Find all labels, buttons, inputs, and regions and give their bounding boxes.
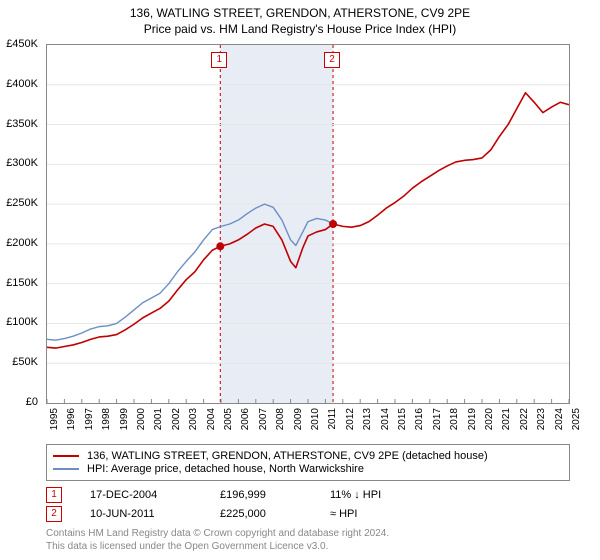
- y-tick-label: £250K: [0, 197, 42, 209]
- footer-line1: Contains HM Land Registry data © Crown c…: [46, 528, 389, 541]
- x-tick-label: 2022: [519, 408, 530, 430]
- sale-price-1: £196,999: [220, 489, 330, 501]
- y-tick-label: £200K: [0, 237, 42, 249]
- x-tick-label: 2011: [327, 408, 338, 430]
- chart-marker-1: 1: [211, 52, 227, 68]
- y-tick-label: £0: [0, 396, 42, 408]
- x-tick-label: 2009: [293, 408, 304, 430]
- sales-table: 1 17-DEC-2004 £196,999 11% ↓ HPI 2 10-JU…: [46, 484, 570, 525]
- x-tick-label: 2025: [571, 408, 582, 430]
- x-tick-label: 2013: [362, 408, 373, 430]
- x-tick-label: 2021: [501, 408, 512, 430]
- x-tick-label: 1999: [119, 408, 130, 430]
- y-tick-label: £100K: [0, 316, 42, 328]
- x-tick-label: 2010: [310, 408, 321, 430]
- sale-vs-1: 11% ↓ HPI: [330, 489, 440, 501]
- plot-svg: [47, 45, 569, 403]
- x-tick-label: 1997: [84, 408, 95, 430]
- x-tick-label: 2001: [153, 408, 164, 430]
- x-tick-label: 1998: [101, 408, 112, 430]
- chart-marker-2: 2: [324, 52, 340, 68]
- x-tick-label: 2014: [380, 408, 391, 430]
- title-line1: 136, WATLING STREET, GRENDON, ATHERSTONE…: [0, 6, 600, 20]
- x-tick-label: 2023: [536, 408, 547, 430]
- chart-container: 136, WATLING STREET, GRENDON, ATHERSTONE…: [0, 0, 600, 560]
- legend-row-hpi: HPI: Average price, detached house, Nort…: [53, 463, 563, 475]
- plot-area: [46, 44, 570, 404]
- x-tick-label: 1996: [66, 408, 77, 430]
- y-tick-label: £350K: [0, 118, 42, 130]
- x-tick-label: 2012: [345, 408, 356, 430]
- x-tick-label: 1995: [49, 408, 60, 430]
- x-tick-label: 2004: [206, 408, 217, 430]
- x-tick-label: 2008: [275, 408, 286, 430]
- sales-row-1: 1 17-DEC-2004 £196,999 11% ↓ HPI: [46, 487, 570, 503]
- x-tick-label: 2017: [432, 408, 443, 430]
- x-tick-label: 2006: [240, 408, 251, 430]
- x-tick-label: 2000: [136, 408, 147, 430]
- legend-swatch-property: [53, 455, 79, 457]
- x-tick-label: 2016: [414, 408, 425, 430]
- x-tick-label: 2015: [397, 408, 408, 430]
- legend-label-hpi: HPI: Average price, detached house, Nort…: [87, 463, 364, 475]
- x-tick-label: 2020: [484, 408, 495, 430]
- sale-price-2: £225,000: [220, 508, 330, 520]
- sale-vs-2: ≈ HPI: [330, 508, 440, 520]
- x-tick-label: 2024: [554, 408, 565, 430]
- x-tick-label: 2007: [258, 408, 269, 430]
- sale-date-1: 17-DEC-2004: [90, 489, 220, 501]
- y-tick-label: £150K: [0, 277, 42, 289]
- x-tick-label: 2019: [467, 408, 478, 430]
- footer: Contains HM Land Registry data © Crown c…: [46, 528, 389, 553]
- y-tick-label: £50K: [0, 356, 42, 368]
- legend-row-property: 136, WATLING STREET, GRENDON, ATHERSTONE…: [53, 450, 563, 462]
- y-tick-label: £450K: [0, 38, 42, 50]
- x-tick-label: 2005: [223, 408, 234, 430]
- legend-swatch-hpi: [53, 468, 79, 470]
- footer-line2: This data is licensed under the Open Gov…: [46, 541, 389, 554]
- y-tick-label: £300K: [0, 157, 42, 169]
- legend-label-property: 136, WATLING STREET, GRENDON, ATHERSTONE…: [87, 450, 488, 462]
- legend: 136, WATLING STREET, GRENDON, ATHERSTONE…: [46, 444, 570, 481]
- title-block: 136, WATLING STREET, GRENDON, ATHERSTONE…: [0, 0, 600, 36]
- sales-row-2: 2 10-JUN-2011 £225,000 ≈ HPI: [46, 506, 570, 522]
- chart-area: £0£50K£100K£150K£200K£250K£300K£350K£400…: [46, 44, 570, 404]
- y-tick-label: £400K: [0, 78, 42, 90]
- x-tick-label: 2002: [171, 408, 182, 430]
- x-tick-label: 2018: [449, 408, 460, 430]
- sale-date-2: 10-JUN-2011: [90, 508, 220, 520]
- x-tick-label: 2003: [188, 408, 199, 430]
- sale-marker-2: 2: [46, 506, 62, 522]
- sale-marker-1: 1: [46, 487, 62, 503]
- title-line2: Price paid vs. HM Land Registry's House …: [0, 22, 600, 36]
